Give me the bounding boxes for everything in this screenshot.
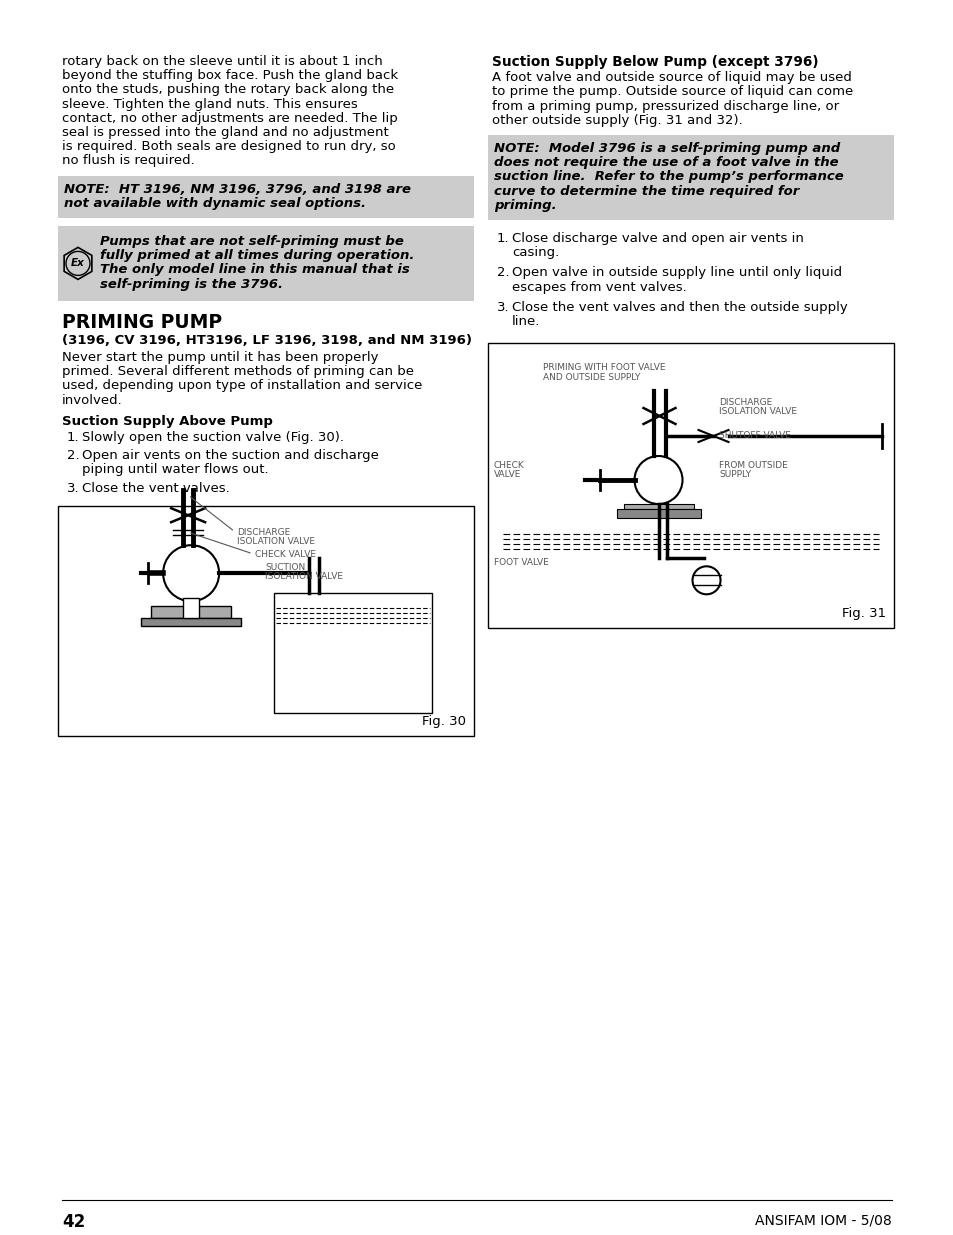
Text: 1.: 1. [497, 232, 509, 245]
Text: PRIMING WITH FOOT VALVE: PRIMING WITH FOOT VALVE [542, 363, 665, 372]
Text: ISOLATION VALVE: ISOLATION VALVE [236, 537, 314, 546]
Bar [623, 504, 693, 509]
Text: priming.: priming. [494, 199, 556, 211]
Bar [488, 343, 893, 629]
Text: does not require the use of a foot valve in the: does not require the use of a foot valve… [494, 156, 838, 169]
Text: FOOT VALVE: FOOT VALVE [494, 558, 548, 567]
Text: rotary back on the sleeve until it is about 1 inch: rotary back on the sleeve until it is ab… [62, 56, 382, 68]
Text: suction line.  Refer to the pump’s performance: suction line. Refer to the pump’s perfor… [494, 170, 842, 184]
Bar [183, 598, 199, 619]
Text: curve to determine the time required for: curve to determine the time required for [494, 184, 799, 198]
Bar [488, 135, 893, 220]
Text: from a priming pump, pressurized discharge line, or: from a priming pump, pressurized dischar… [492, 100, 839, 112]
Text: used, depending upon type of installation and service: used, depending upon type of installatio… [62, 379, 422, 393]
Text: to prime the pump. Outside source of liquid can come: to prime the pump. Outside source of liq… [492, 85, 852, 99]
Text: sleeve. Tighten the gland nuts. This ensures: sleeve. Tighten the gland nuts. This ens… [62, 98, 357, 111]
Text: Open valve in outside supply line until only liquid: Open valve in outside supply line until … [512, 267, 841, 279]
Text: VALVE: VALVE [494, 471, 521, 479]
Text: Ex: Ex [71, 258, 85, 268]
Text: Suction Supply Above Pump: Suction Supply Above Pump [62, 415, 273, 427]
Text: Suction Supply Below Pump (except 3796): Suction Supply Below Pump (except 3796) [492, 56, 818, 69]
Text: no flush is required.: no flush is required. [62, 154, 194, 168]
Text: is required. Both seals are designed to run dry, so: is required. Both seals are designed to … [62, 141, 395, 153]
Text: Never start the pump until it has been properly: Never start the pump until it has been p… [62, 351, 378, 364]
Text: fully primed at all times during operation.: fully primed at all times during operati… [100, 249, 414, 262]
Text: piping until water flows out.: piping until water flows out. [82, 463, 269, 477]
Text: DISCHARGE: DISCHARGE [719, 398, 772, 408]
Text: not available with dynamic seal options.: not available with dynamic seal options. [64, 196, 366, 210]
Bar [616, 509, 700, 517]
Text: contact, no other adjustments are needed. The lip: contact, no other adjustments are needed… [62, 112, 397, 125]
Text: 2.: 2. [497, 267, 509, 279]
Text: ISOLATION VALVE: ISOLATION VALVE [265, 572, 342, 580]
Text: PRIMING PUMP: PRIMING PUMP [62, 312, 222, 332]
Text: 3.: 3. [67, 482, 79, 494]
Text: beyond the stuffing box face. Push the gland back: beyond the stuffing box face. Push the g… [62, 69, 397, 83]
Text: onto the studs, pushing the rotary back along the: onto the studs, pushing the rotary back … [62, 84, 394, 96]
Text: FROM OUTSIDE: FROM OUTSIDE [719, 461, 787, 471]
Text: 1.: 1. [67, 431, 79, 445]
Text: CHECK: CHECK [494, 461, 524, 471]
Text: 2.: 2. [67, 450, 79, 462]
Text: Pumps that are not self-priming must be: Pumps that are not self-priming must be [100, 235, 403, 248]
Text: Close the vent valves.: Close the vent valves. [82, 482, 230, 494]
Bar [274, 593, 432, 713]
Text: Close the vent valves and then the outside supply: Close the vent valves and then the outsi… [512, 301, 847, 314]
Text: self-priming is the 3796.: self-priming is the 3796. [100, 278, 283, 290]
Text: A foot valve and outside source of liquid may be used: A foot valve and outside source of liqui… [492, 72, 851, 84]
Text: Slowly open the suction valve (Fig. 30).: Slowly open the suction valve (Fig. 30). [82, 431, 344, 445]
Text: (3196, CV 3196, HT3196, LF 3196, 3198, and NM 3196): (3196, CV 3196, HT3196, LF 3196, 3198, a… [62, 333, 472, 347]
Text: primed. Several different methods of priming can be: primed. Several different methods of pri… [62, 366, 414, 378]
Text: 3.: 3. [497, 301, 509, 314]
Text: casing.: casing. [512, 246, 558, 259]
Text: 42: 42 [62, 1213, 85, 1231]
Text: Fig. 30: Fig. 30 [421, 715, 465, 727]
Bar [58, 226, 474, 301]
Text: Fig. 31: Fig. 31 [841, 608, 885, 620]
Text: ANSIFAM IOM - 5/08: ANSIFAM IOM - 5/08 [755, 1213, 891, 1228]
Bar [58, 506, 474, 736]
Text: NOTE:  HT 3196, NM 3196, 3796, and 3198 are: NOTE: HT 3196, NM 3196, 3796, and 3198 a… [64, 183, 411, 195]
Text: ISOLATION VALVE: ISOLATION VALVE [719, 408, 797, 416]
Text: seal is pressed into the gland and no adjustment: seal is pressed into the gland and no ad… [62, 126, 388, 140]
Bar [151, 606, 231, 619]
Bar [141, 619, 241, 626]
Text: NOTE:  Model 3796 is a self-priming pump and: NOTE: Model 3796 is a self-priming pump … [494, 142, 840, 156]
Text: AND OUTSIDE SUPPLY: AND OUTSIDE SUPPLY [542, 373, 639, 382]
Text: CHECK VALVE: CHECK VALVE [254, 550, 315, 558]
Text: escapes from vent valves.: escapes from vent valves. [512, 280, 686, 294]
Text: SUCTION: SUCTION [265, 563, 305, 572]
Text: The only model line in this manual that is: The only model line in this manual that … [100, 263, 410, 277]
Text: SUPPLY: SUPPLY [719, 471, 751, 479]
Bar [58, 175, 474, 219]
Text: DISCHARGE: DISCHARGE [236, 527, 290, 537]
Text: SHUTOFF VALVE: SHUTOFF VALVE [719, 431, 790, 440]
Text: Open air vents on the suction and discharge: Open air vents on the suction and discha… [82, 450, 378, 462]
Text: other outside supply (Fig. 31 and 32).: other outside supply (Fig. 31 and 32). [492, 114, 742, 127]
Text: involved.: involved. [62, 394, 123, 406]
Text: Close discharge valve and open air vents in: Close discharge valve and open air vents… [512, 232, 803, 245]
Text: line.: line. [512, 315, 539, 329]
